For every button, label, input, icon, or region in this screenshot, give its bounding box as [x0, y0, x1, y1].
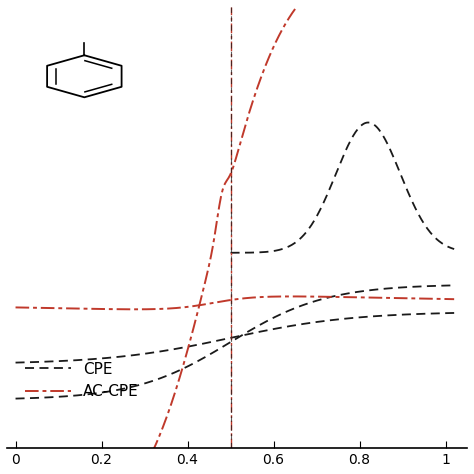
- Legend: CPE, AC-CPE: CPE, AC-CPE: [19, 356, 145, 405]
